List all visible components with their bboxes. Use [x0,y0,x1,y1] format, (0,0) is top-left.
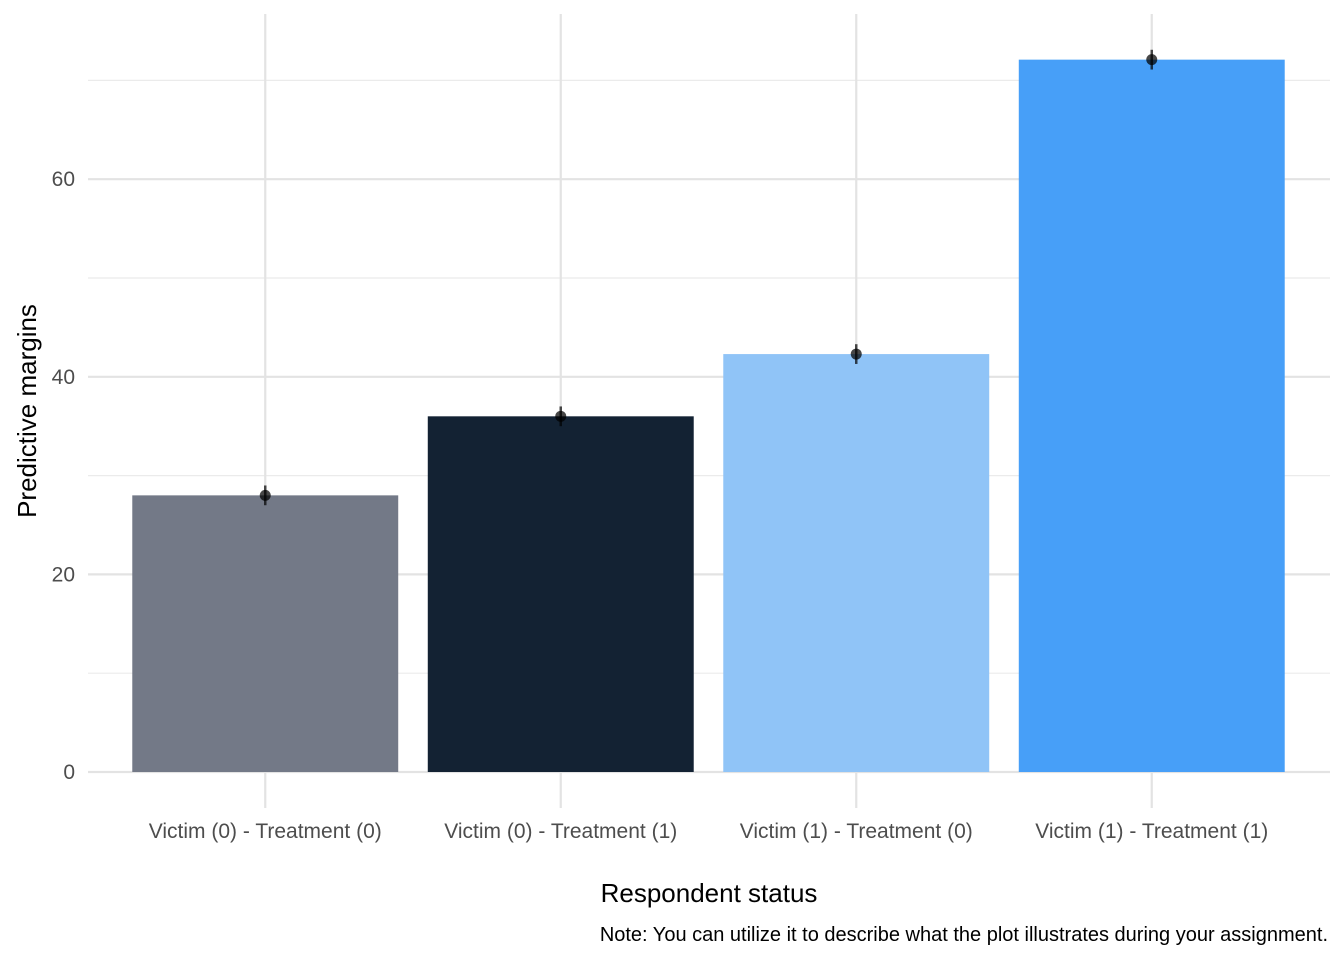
error-bars [259,49,1158,506]
y-tick-label: 20 [52,563,75,586]
bar [1018,59,1285,773]
x-tick-label: Victim (0) - Treatment (1) [444,820,677,843]
y-tick-label: 40 [52,366,75,389]
y-axis-title: Predictive margins [12,304,42,518]
bar [132,495,399,772]
y-tick-labels: 0 20 40 60 [52,168,75,784]
x-tick-labels: Victim (0) - Treatment (0) Victim (0) - T… [149,820,1269,843]
y-tick-label: 60 [52,168,75,191]
x-tick-label: Victim (1) - Treatment (0) [740,820,973,843]
point-estimate [555,410,567,422]
bar [723,354,990,772]
point-estimate [1146,54,1158,66]
point-estimate [850,348,862,360]
x-axis-title: Respondent status [601,878,818,908]
y-tick-label: 0 [63,761,75,784]
bars [132,59,1285,773]
x-tick-label: Victim (0) - Treatment (0) [149,820,382,843]
caption-note: Note: You can utilize it to describe wha… [600,924,1328,946]
bar [427,416,694,772]
point-estimate [259,489,271,501]
x-tick-label: Victim (1) - Treatment (1) [1035,820,1268,843]
